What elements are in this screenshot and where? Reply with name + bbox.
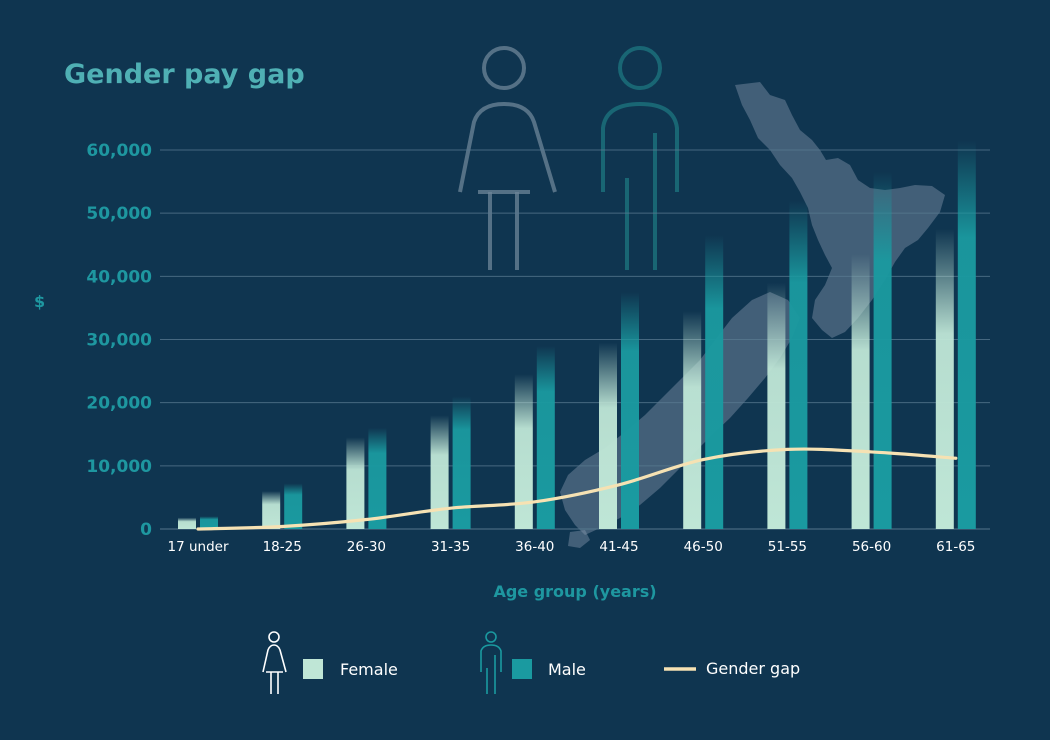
y-tick-label: 40,000 <box>86 267 152 287</box>
bar-female <box>683 311 702 529</box>
bar-male <box>368 427 387 529</box>
bar-male <box>705 235 724 529</box>
female-figure-icon <box>458 46 557 270</box>
bar-male <box>789 200 808 530</box>
x-tick-label: 26-30 <box>347 539 386 555</box>
x-tick-label: 51-55 <box>768 539 807 555</box>
x-tick-labels: 17 under 18-25 26-30 31-35 36-40 41-45 46-50 51… <box>167 539 975 555</box>
bar-male <box>284 483 303 529</box>
y-tick-label: 20,000 <box>86 394 152 414</box>
bar-female <box>767 282 786 529</box>
legend-female-figure-icon <box>262 631 287 694</box>
legend-label-gap: Gender gap <box>706 659 800 678</box>
bar-female <box>262 491 281 529</box>
legend-male-figure-icon <box>480 631 502 694</box>
bar-female <box>599 342 617 529</box>
bar-male <box>957 140 976 529</box>
legend-swatch-female <box>303 659 323 679</box>
x-tick-label: 46-50 <box>684 539 723 555</box>
x-tick-label: 36-40 <box>515 539 554 555</box>
x-tick-label: 18-25 <box>263 539 302 555</box>
y-tick-label: 0 <box>140 520 152 540</box>
y-tick-label: 30,000 <box>86 331 152 351</box>
bar-male <box>452 396 471 529</box>
x-tick-label: 61-65 <box>936 539 975 555</box>
legend-label-male: Male <box>548 660 586 679</box>
bar-male <box>873 172 892 529</box>
y-axis-label: $ <box>34 292 45 311</box>
bar-female <box>514 374 533 529</box>
legend: Female Male Gender gap <box>262 631 800 694</box>
bar-female <box>935 228 954 530</box>
x-tick-label: 31-35 <box>431 539 470 555</box>
chart-title: Gender pay gap <box>64 59 305 90</box>
legend-label-female: Female <box>340 660 398 679</box>
bar-male <box>536 345 555 529</box>
male-figure-icon <box>601 46 679 270</box>
x-tick-label: 56-60 <box>852 539 891 555</box>
bar-male <box>621 292 639 529</box>
bar-female <box>851 254 870 529</box>
new-zealand-map-icon <box>560 82 945 548</box>
y-tick-label: 60,000 <box>86 141 152 161</box>
bar-female <box>178 517 196 529</box>
y-tick-label: 10,000 <box>86 457 152 477</box>
x-axis-label: Age group (years) <box>493 582 656 601</box>
bar-female <box>430 415 449 529</box>
bar-male <box>200 516 218 529</box>
bar-female <box>346 437 365 529</box>
bars <box>178 140 976 530</box>
y-tick-label: 50,000 <box>86 204 152 224</box>
gap-line <box>196 447 958 531</box>
x-tick-label: 41-45 <box>599 539 638 555</box>
legend-swatch-male <box>512 659 532 679</box>
y-tick-labels: 0 10,000 20,000 30,000 40,000 50,000 60,000 <box>86 141 152 540</box>
gender-gap-line <box>196 447 958 531</box>
x-tick-label: 17 under <box>167 539 228 555</box>
